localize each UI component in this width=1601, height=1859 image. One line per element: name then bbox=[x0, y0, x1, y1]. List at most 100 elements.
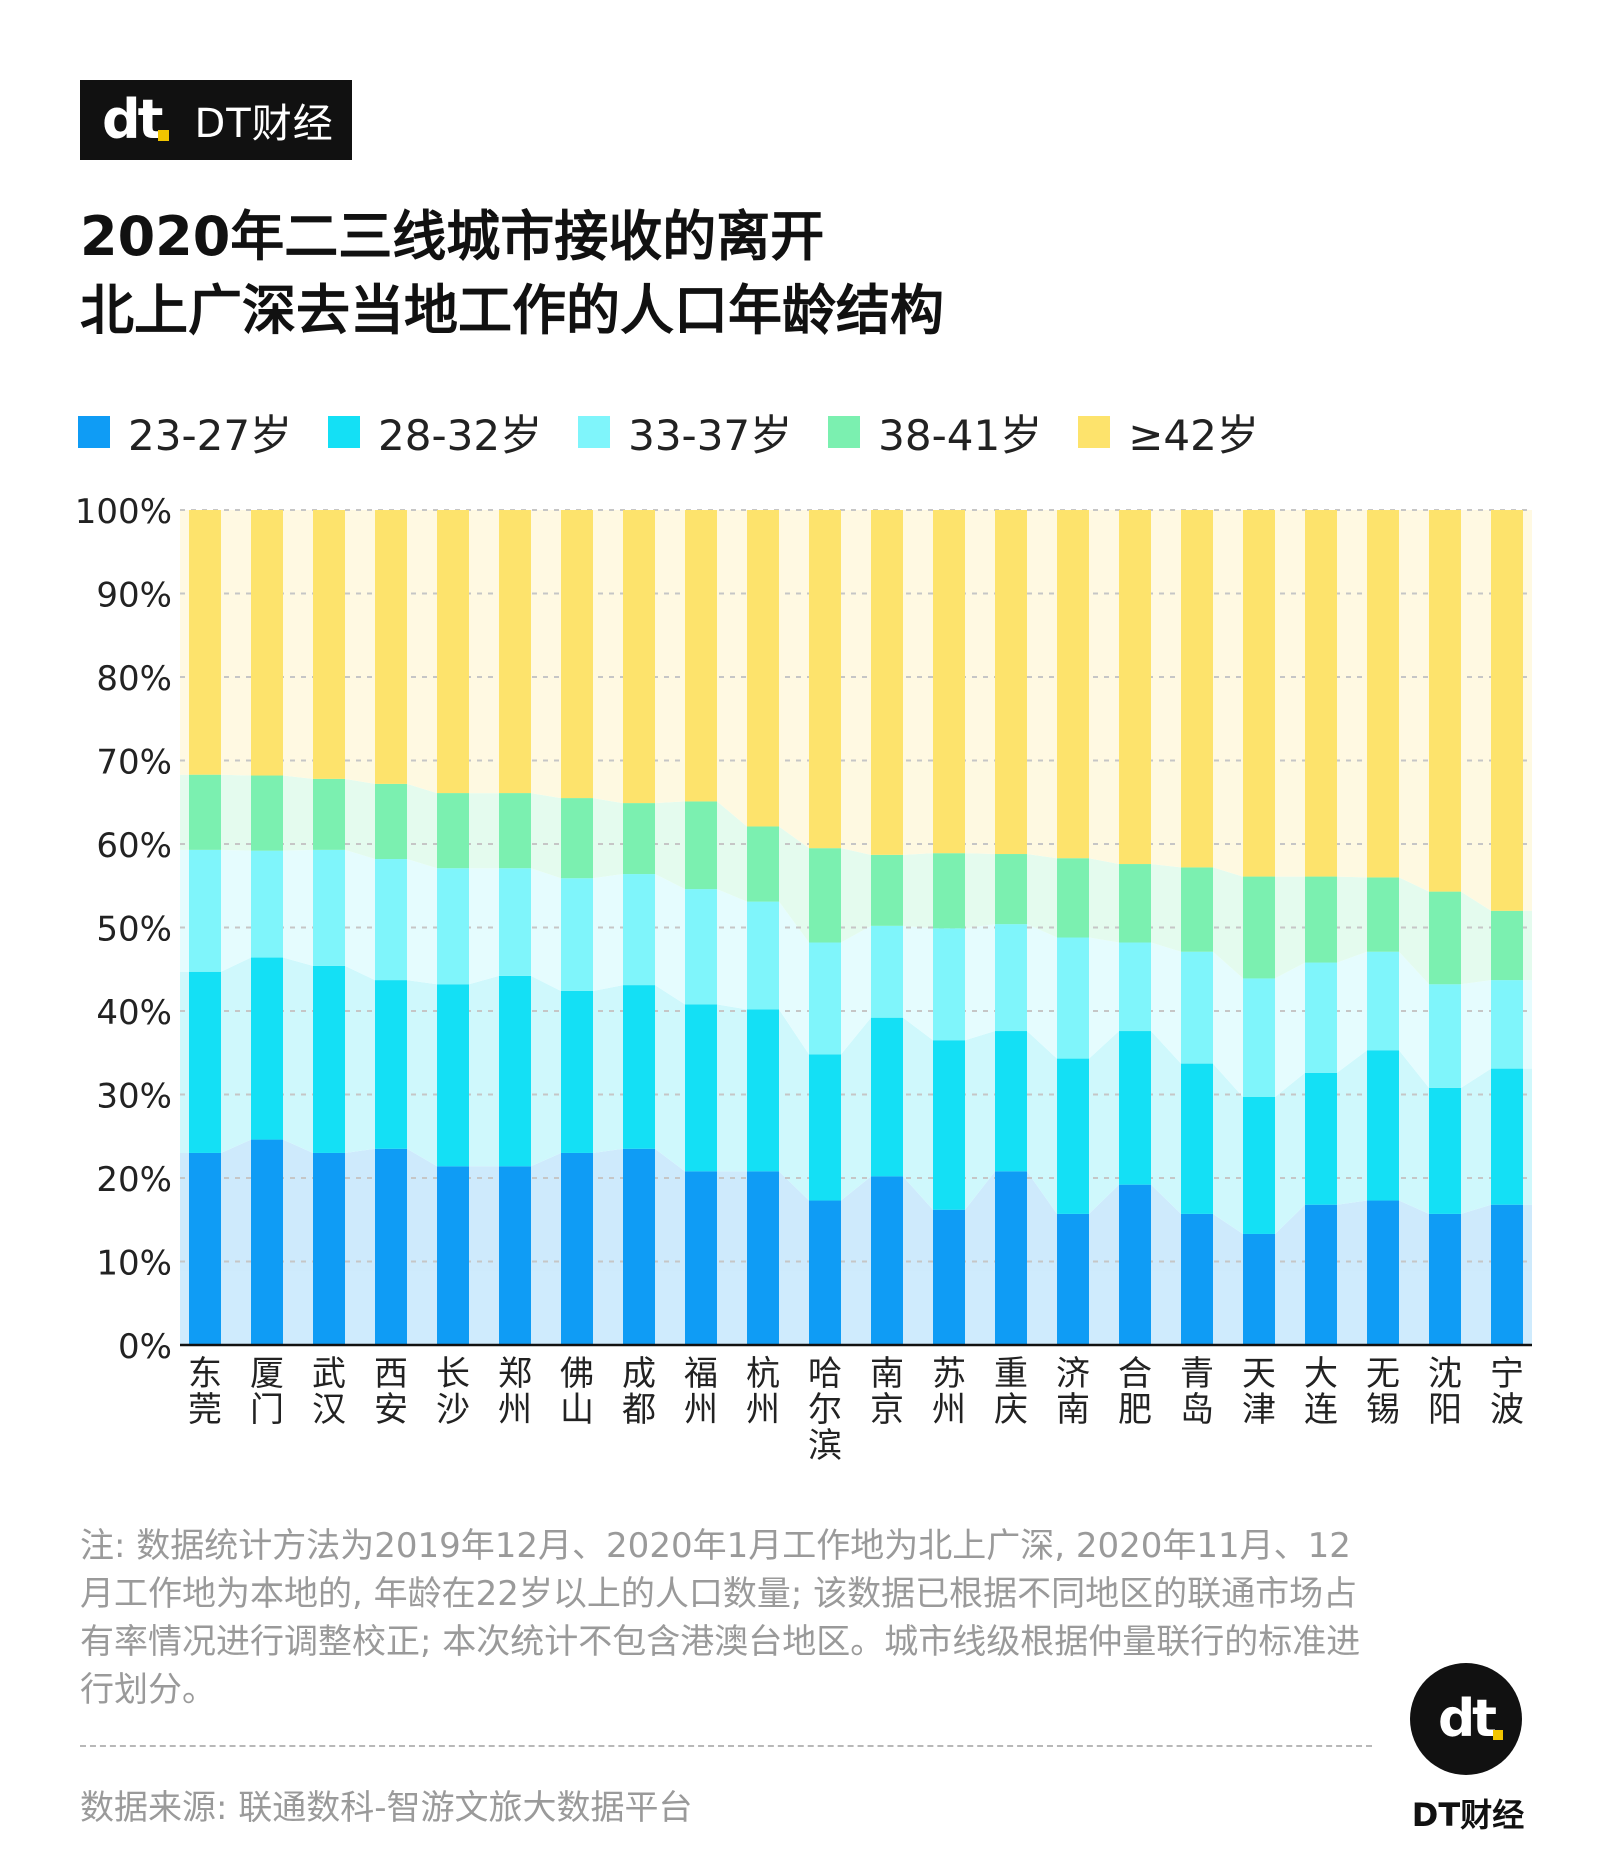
bar-segment bbox=[871, 854, 903, 926]
bar-segment bbox=[1181, 951, 1213, 1064]
bar-segment bbox=[1429, 891, 1461, 985]
bar-stack bbox=[499, 510, 531, 1345]
bar-segment bbox=[1491, 910, 1523, 981]
x-tick-label: 哈尔滨 bbox=[808, 1354, 842, 1466]
bar-stack bbox=[623, 510, 655, 1345]
footnote: 注: 数据统计方法为2019年12月、2020年1月工作地为北上广深, 2020… bbox=[80, 1526, 1361, 1710]
bar-segment bbox=[747, 901, 779, 1010]
bar-segment bbox=[1119, 864, 1151, 943]
bar-segment bbox=[1305, 876, 1337, 963]
bar-segment bbox=[499, 975, 531, 1167]
bar-segment bbox=[1119, 1031, 1151, 1185]
bar-segment bbox=[1181, 1063, 1213, 1214]
bar-segment bbox=[189, 971, 221, 1153]
bar-segment bbox=[375, 510, 407, 784]
y-tick-label: 50% bbox=[96, 910, 172, 950]
bar-segment bbox=[1181, 1213, 1213, 1345]
bar-stack bbox=[809, 510, 841, 1345]
bar-segment bbox=[623, 874, 655, 986]
bar-segment bbox=[313, 965, 345, 1153]
bar-segment bbox=[189, 510, 221, 775]
bar-segment bbox=[561, 510, 593, 799]
x-tick-label: 大连 bbox=[1304, 1354, 1338, 1430]
x-tick-label: 郑州 bbox=[498, 1354, 532, 1430]
bar-segment bbox=[561, 798, 593, 879]
bar-segment bbox=[747, 1009, 779, 1172]
bar-segment bbox=[1429, 1087, 1461, 1214]
footer-logo-dot bbox=[1493, 1730, 1504, 1740]
bar-segment bbox=[375, 980, 407, 1149]
bar-segment bbox=[685, 1171, 717, 1345]
bar-segment bbox=[1305, 510, 1337, 877]
bar-segment bbox=[871, 1017, 903, 1177]
legend-swatch bbox=[828, 416, 861, 448]
bar-segment bbox=[1057, 1058, 1089, 1214]
x-tick-label: 佛山 bbox=[560, 1354, 594, 1430]
bar-segment bbox=[313, 510, 345, 779]
y-tick-label: 100% bbox=[75, 492, 172, 532]
x-tick-label: 杭州 bbox=[746, 1354, 780, 1430]
bar-stack bbox=[1491, 510, 1523, 1345]
legend-label: 38-41岁 bbox=[878, 410, 1043, 460]
y-tick-label: 70% bbox=[96, 743, 172, 783]
bar-stack bbox=[375, 510, 407, 1345]
legend-item-2: 33-37岁 bbox=[578, 402, 792, 463]
bar-segment bbox=[561, 878, 593, 991]
bar-segment bbox=[1429, 510, 1461, 892]
bar-segment bbox=[623, 510, 655, 804]
x-tick-label: 南京 bbox=[870, 1354, 904, 1430]
bar-stack bbox=[561, 510, 593, 1345]
y-tick-label: 30% bbox=[96, 1077, 172, 1117]
bar-segment bbox=[623, 985, 655, 1149]
x-tick-label: 天津 bbox=[1242, 1354, 1276, 1430]
bar-segment bbox=[809, 1054, 841, 1201]
bar-segment bbox=[1367, 877, 1399, 952]
bar-segment bbox=[809, 1200, 841, 1345]
bar-segment bbox=[189, 774, 221, 850]
bar-segment bbox=[313, 1152, 345, 1345]
brand-name: DT财经 bbox=[194, 101, 334, 147]
legend-swatch bbox=[328, 416, 361, 448]
legend-item-4: ≥42岁 bbox=[1078, 402, 1259, 463]
bar-segment bbox=[189, 849, 221, 972]
bar-segment bbox=[251, 850, 283, 958]
data-source: 数据来源: 联通数科-智游文旅大数据平台 bbox=[80, 1788, 693, 1828]
bar-segment bbox=[251, 775, 283, 851]
bar-segment bbox=[251, 957, 283, 1140]
bar-segment bbox=[1057, 858, 1089, 938]
bar-segment bbox=[933, 510, 965, 854]
x-tick-label: 西安 bbox=[374, 1354, 408, 1430]
legend-item-1: 28-32岁 bbox=[328, 402, 542, 463]
bar-segment bbox=[499, 868, 531, 976]
bar-segment bbox=[437, 868, 469, 985]
footer-logo-text: dt bbox=[1438, 1693, 1504, 1745]
bar-segment bbox=[995, 854, 1027, 925]
bar-stack bbox=[1367, 510, 1399, 1345]
bar-segment bbox=[1305, 962, 1337, 1073]
bar-stack bbox=[437, 510, 469, 1345]
bar-segment bbox=[995, 1031, 1027, 1172]
legend-swatch bbox=[78, 416, 110, 448]
bar-segment bbox=[251, 510, 283, 776]
bar-segment bbox=[933, 928, 965, 1041]
legend-label: ≥42岁 bbox=[1128, 410, 1259, 460]
x-tick-label: 重庆 bbox=[994, 1354, 1028, 1430]
bar-segment bbox=[1243, 876, 1275, 979]
bar-segment bbox=[437, 1166, 469, 1345]
bar-segment bbox=[995, 510, 1027, 855]
bar-segment bbox=[499, 510, 531, 794]
bar-segment bbox=[1367, 510, 1399, 878]
legend-label: 28-32岁 bbox=[378, 410, 543, 460]
y-tick-label: 20% bbox=[96, 1160, 172, 1200]
bar-segment bbox=[375, 783, 407, 860]
bar-segment bbox=[1491, 1068, 1523, 1205]
bar-segment bbox=[685, 510, 717, 802]
bar-segment bbox=[1305, 1204, 1337, 1345]
chart-title: 2020年二三线城市接收的离开 北上广深去当地工作的人口年龄结构 bbox=[80, 200, 1380, 348]
bar-segment bbox=[623, 803, 655, 875]
bar-segment bbox=[1057, 510, 1089, 859]
bar-segment bbox=[1243, 978, 1275, 1098]
bar-segment bbox=[1429, 984, 1461, 1088]
x-tick-label: 成都 bbox=[622, 1354, 656, 1430]
chart-title-line-2: 北上广深去当地工作的人口年龄结构 bbox=[80, 279, 944, 342]
